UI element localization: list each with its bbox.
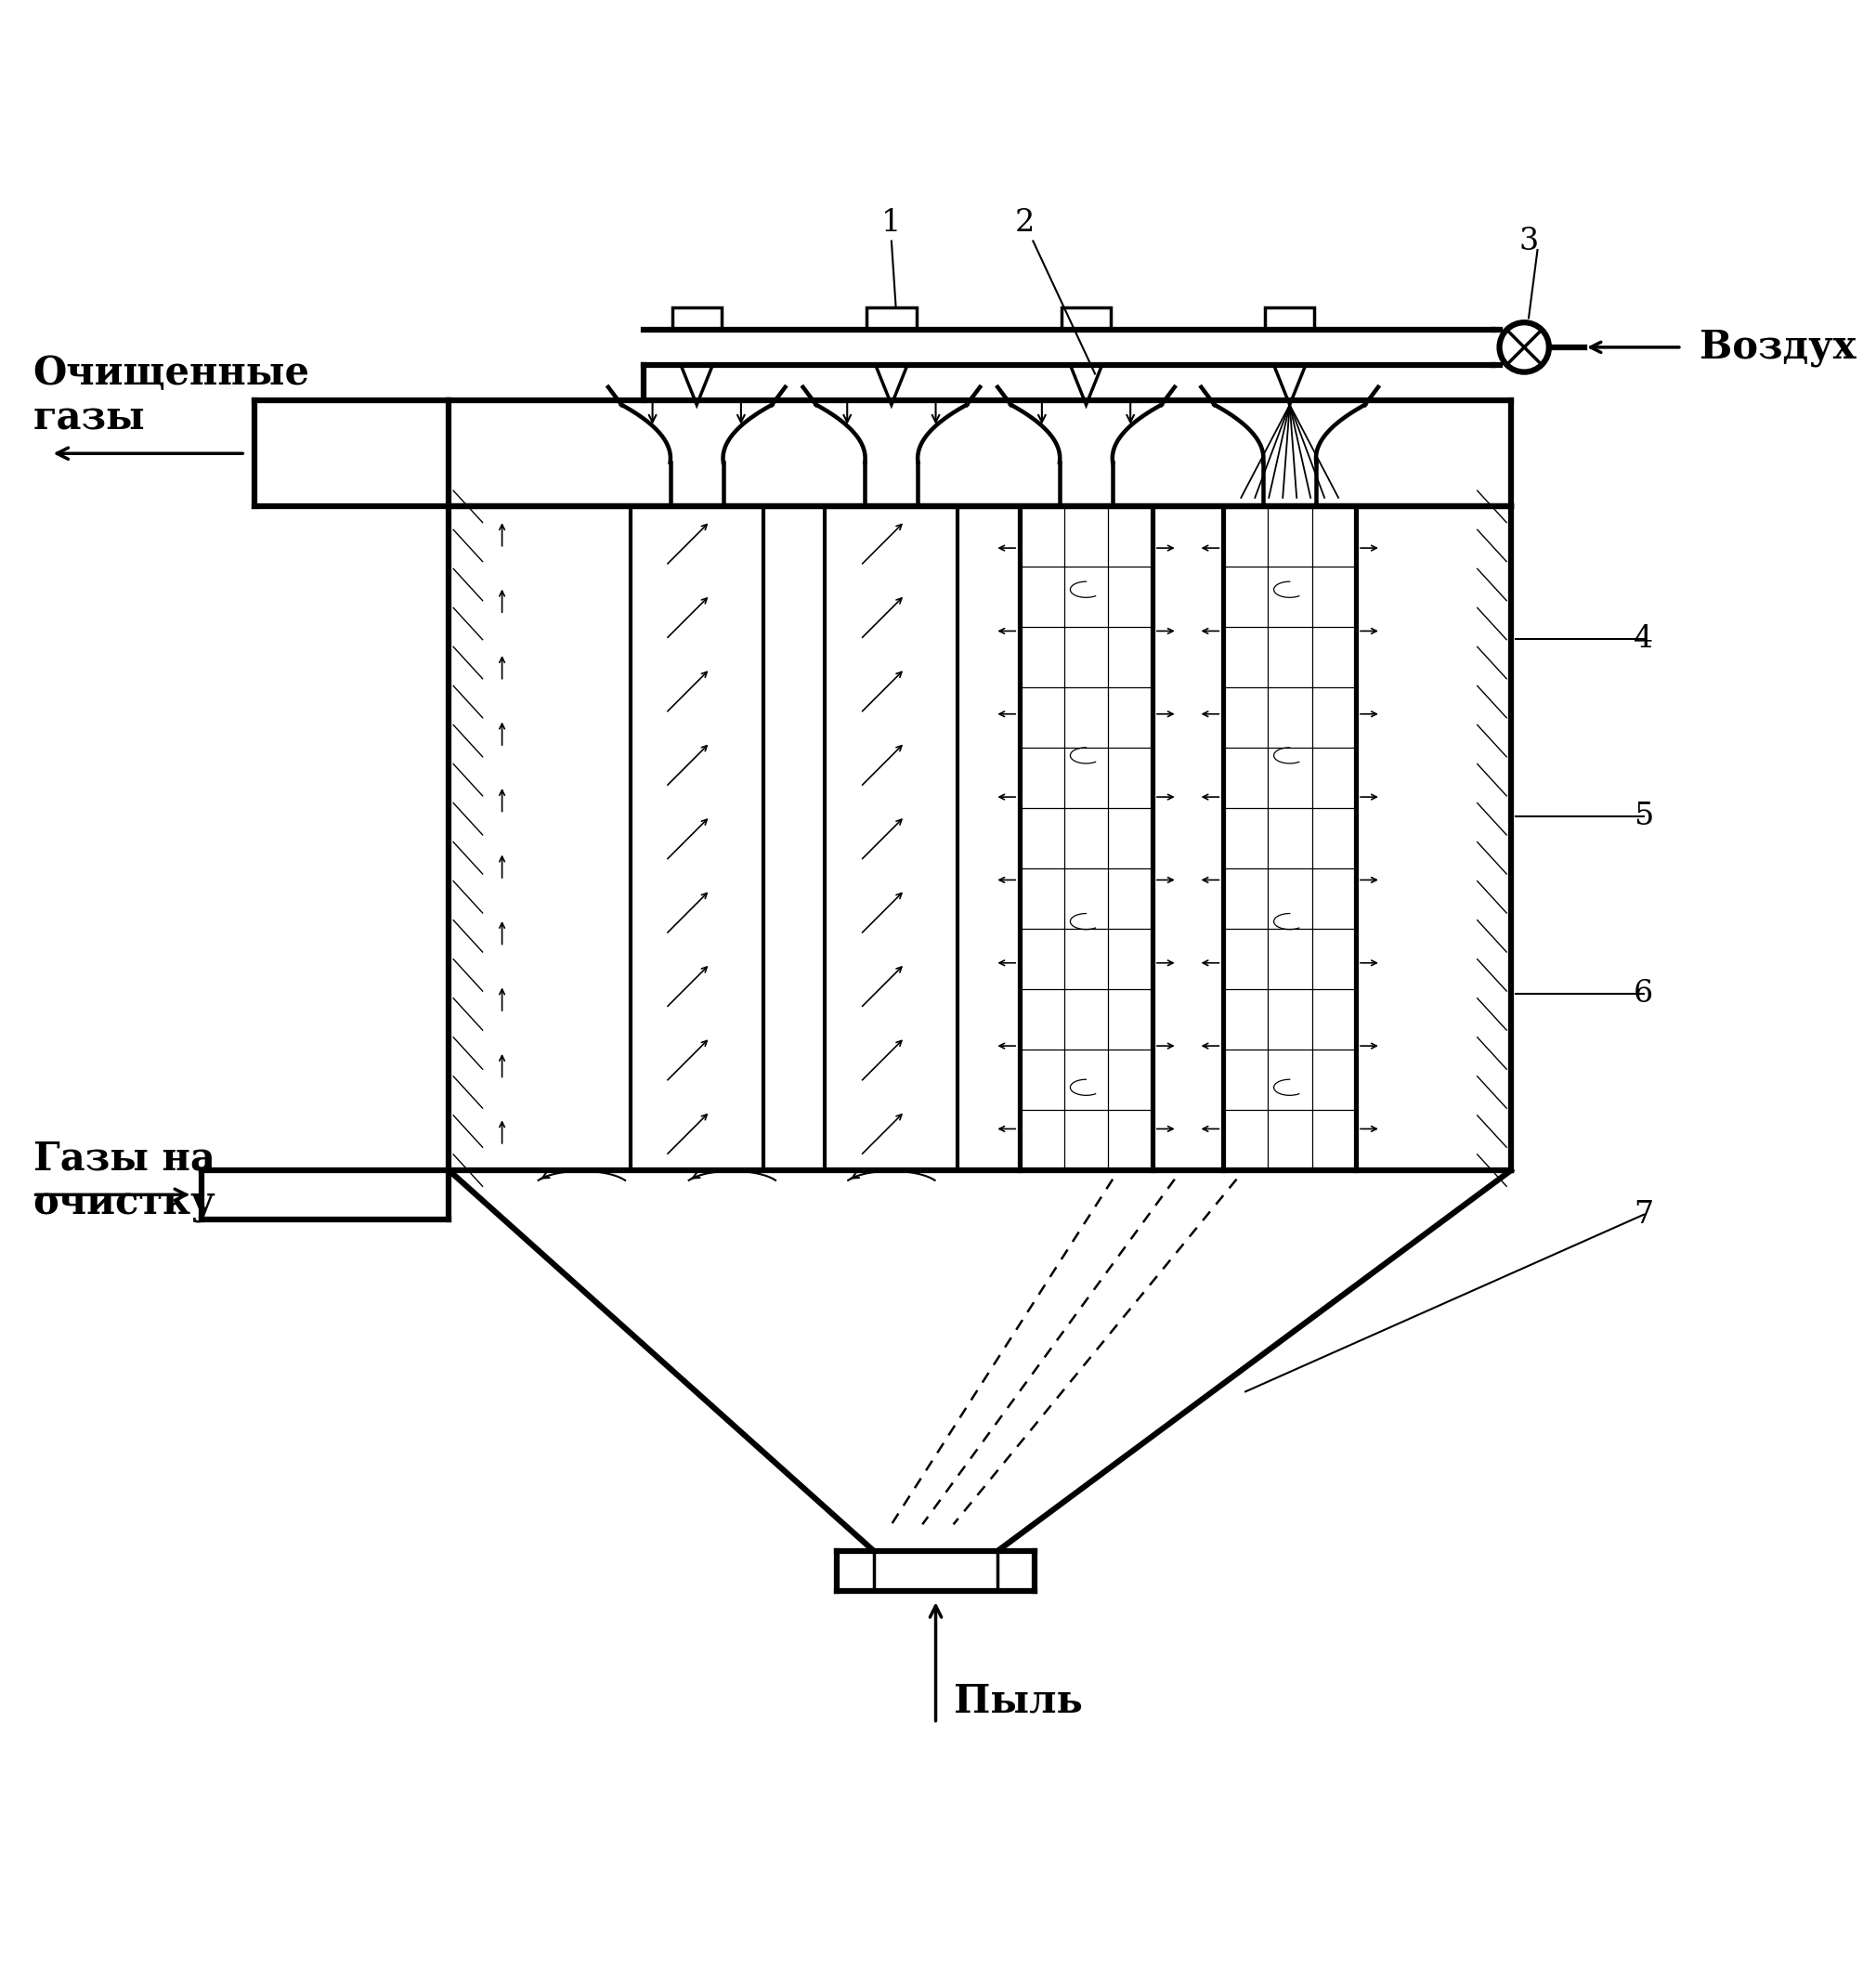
Text: Воздух: Воздух [1700, 327, 1855, 366]
Text: 5: 5 [1634, 801, 1653, 831]
Text: 3: 3 [1520, 226, 1538, 256]
Polygon shape [1264, 307, 1315, 329]
Text: Газы на
очистку: Газы на очистку [34, 1138, 216, 1223]
Polygon shape [1062, 307, 1111, 329]
Text: 1: 1 [882, 209, 900, 238]
Polygon shape [867, 307, 915, 329]
Text: 7: 7 [1634, 1199, 1653, 1229]
Text: 2: 2 [1015, 209, 1034, 238]
Text: Пыль: Пыль [953, 1682, 1082, 1721]
Text: Очищенные
газы: Очищенные газы [34, 354, 310, 437]
Text: 6: 6 [1634, 979, 1653, 1008]
Text: 4: 4 [1634, 624, 1653, 654]
Polygon shape [672, 307, 722, 329]
